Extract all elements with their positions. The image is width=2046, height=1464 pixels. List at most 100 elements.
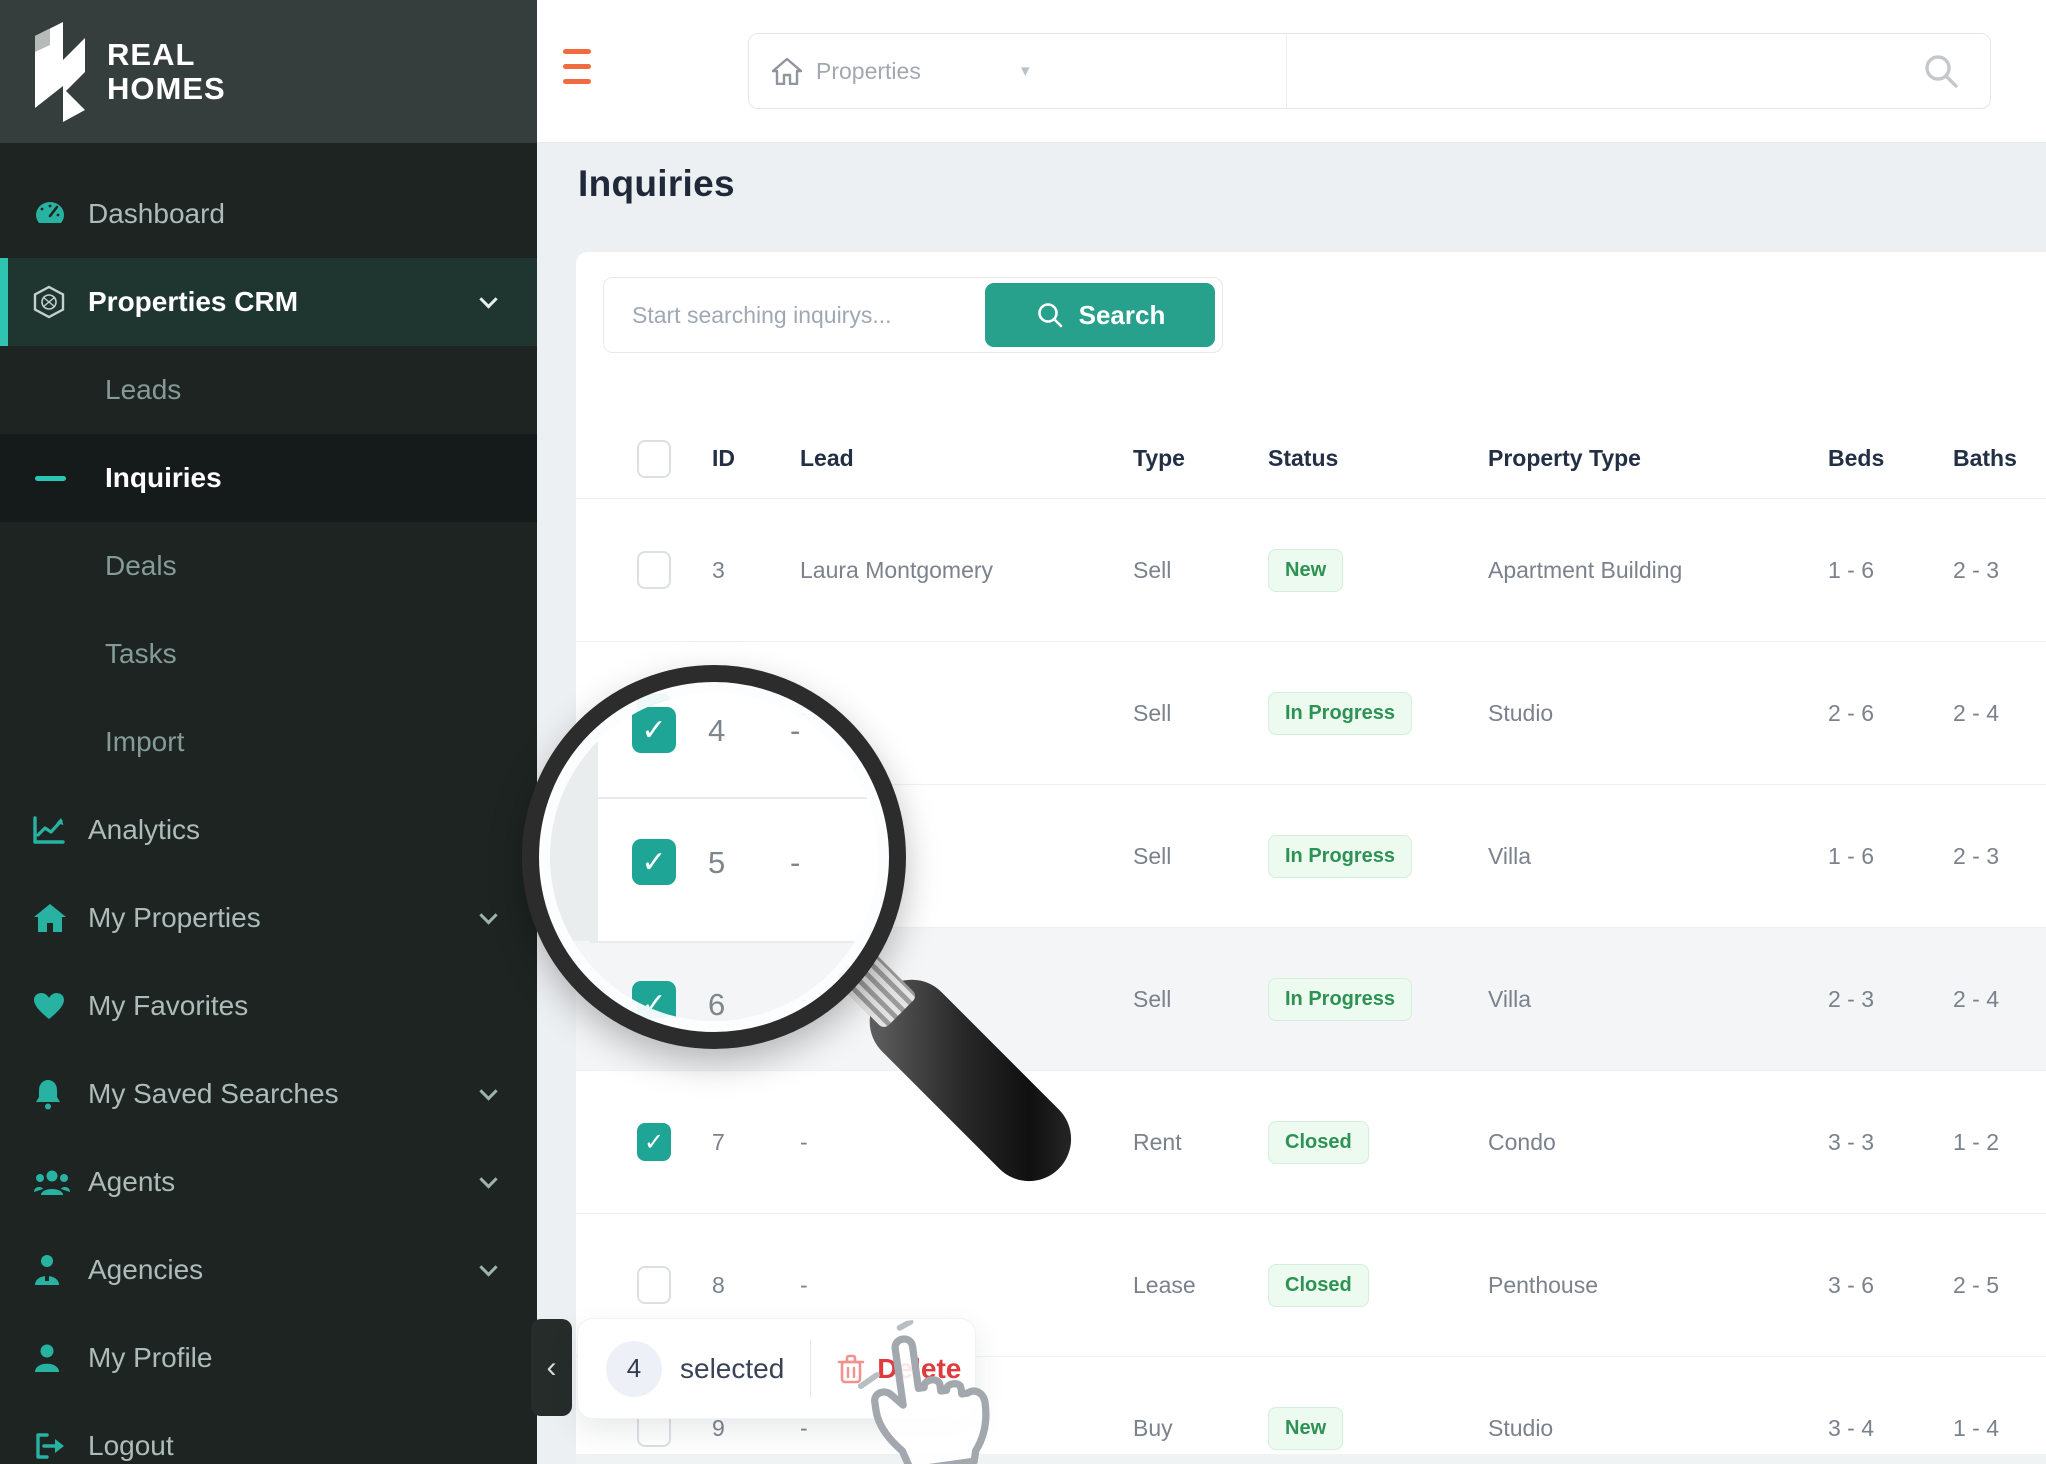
lens-row-checkbox-checked: ✓	[632, 981, 676, 1021]
selected-label: selected	[680, 1352, 785, 1384]
sidebar-item-my-properties[interactable]: My Properties	[0, 874, 537, 962]
cell-type: Sell	[1133, 699, 1172, 726]
cell-type: Lease	[1133, 1271, 1196, 1298]
sidebar-item-label: Agencies	[88, 1254, 204, 1285]
cell-type: Sell	[1133, 842, 1172, 869]
crm-icon	[33, 285, 88, 319]
sidebar-item-logout[interactable]: Logout	[0, 1402, 537, 1464]
sidebar-item-label: Dashboard	[88, 198, 225, 229]
cell-property-type: Villa	[1488, 842, 1532, 869]
lens-row-id: 6	[708, 987, 726, 1021]
inquiries-search-input[interactable]	[632, 278, 1012, 352]
status-badge: New	[1268, 548, 1344, 592]
sidebar-item-my-saved-searches[interactable]: My Saved Searches	[0, 1050, 537, 1138]
brand-name: REAL HOMES	[107, 36, 226, 106]
sidebar-item-leads[interactable]: Leads	[0, 346, 537, 434]
select-caret-icon: ▾	[1021, 61, 1030, 80]
column-header-property-type: Property Type	[1488, 445, 1641, 471]
sidebar-item-properties-crm[interactable]: Properties CRM	[0, 258, 537, 346]
row-checkbox[interactable]	[637, 1266, 671, 1304]
column-header-beds: Beds	[1828, 445, 1885, 471]
lens-row-lead: -	[790, 987, 801, 1021]
search-button[interactable]: Search	[985, 283, 1215, 347]
cell-id: 7	[712, 1128, 725, 1155]
sidebar-item-inquiries[interactable]: Inquiries	[0, 434, 537, 522]
active-item-dash-icon	[35, 476, 66, 481]
column-header-id: ID	[712, 445, 735, 471]
topbar-search-input[interactable]	[1299, 34, 1929, 108]
status-badge: In Progress	[1268, 691, 1413, 735]
sidebar-item-label: Logout	[88, 1430, 174, 1461]
sidebar-item-label: Properties CRM	[88, 286, 299, 317]
logout-icon	[33, 1432, 88, 1460]
collapse-chevron-icon: ‹	[546, 1350, 557, 1384]
dashboard-icon	[33, 199, 88, 229]
chevron-down-icon	[479, 906, 498, 925]
sidebar-item-label: Analytics	[88, 814, 201, 845]
sidebar-item-analytics[interactable]: Analytics	[0, 786, 537, 874]
lens-row-id: 4	[708, 713, 726, 748]
table-row: ✓ 7 - Rent Closed Condo 3 - 3 1 - 2	[576, 1071, 2046, 1214]
lens-magnified-row: ✓ 5 -	[550, 839, 878, 899]
magnifier-lens-view: ✓ 4 - ✓ 5 - ✓ 6 -	[550, 693, 878, 1021]
home-icon	[33, 903, 88, 933]
selection-bar-divider	[810, 1339, 812, 1398]
cell-property-type: Villa	[1488, 985, 1532, 1012]
column-header-lead: Lead	[800, 445, 854, 471]
logo-header[interactable]: REAL HOMES	[0, 0, 537, 143]
chevron-down-icon	[479, 1258, 498, 1277]
cell-baths: 1 - 2	[1953, 1128, 2000, 1155]
home-icon	[772, 57, 802, 85]
cell-beds: 3 - 4	[1828, 1414, 1875, 1441]
cell-id: 8	[712, 1271, 725, 1298]
cell-beds: 3 - 3	[1828, 1128, 1875, 1155]
card-footer-strip	[576, 1454, 2046, 1464]
cell-beds: 1 - 6	[1828, 556, 1875, 583]
sidebar-collapse-button[interactable]: ‹	[531, 1319, 572, 1416]
bell-icon	[33, 1078, 88, 1110]
row-checkbox-checked[interactable]: ✓	[637, 1123, 671, 1161]
cell-baths: 2 - 5	[1953, 1271, 2000, 1298]
sidebar-item-import[interactable]: Import	[0, 698, 537, 786]
sidebar-item-tasks[interactable]: Tasks	[0, 610, 537, 698]
cell-type: Sell	[1133, 985, 1172, 1012]
sidebar: REAL HOMES Dashboard Properties CRM Leads I…	[0, 0, 537, 1464]
lens-magnified-row: ✓ 6 -	[550, 981, 878, 1021]
sidebar-item-deals[interactable]: Deals	[0, 522, 537, 610]
status-badge: Closed	[1268, 1263, 1369, 1307]
topbar: Properties ▾	[537, 0, 2046, 143]
lens-row-lead: -	[790, 713, 801, 748]
select-all-checkbox[interactable]	[637, 439, 671, 478]
cell-type: Sell	[1133, 556, 1172, 583]
brand-line1: REAL	[107, 36, 196, 72]
cell-baths: 2 - 4	[1953, 699, 2000, 726]
cell-baths: 2 - 3	[1953, 842, 2000, 869]
status-badge: In Progress	[1268, 834, 1413, 878]
properties-select[interactable]: Properties ▾	[749, 34, 1286, 108]
cell-property-type: Condo	[1488, 1128, 1556, 1155]
hand-pointer-cursor-icon	[857, 1318, 990, 1464]
cell-property-type: Penthouse	[1488, 1271, 1598, 1298]
sidebar-item-agents[interactable]: Agents	[0, 1138, 537, 1226]
sidebar-item-my-favorites[interactable]: My Favorites	[0, 962, 537, 1050]
sidebar-item-agencies[interactable]: Agencies	[0, 1226, 537, 1314]
search-button-icon	[1037, 303, 1062, 328]
hamburger-menu-icon[interactable]	[563, 49, 591, 84]
cell-lead: -	[800, 1414, 808, 1441]
sidebar-item-my-profile[interactable]: My Profile	[0, 1314, 537, 1402]
profile-icon	[33, 1343, 88, 1373]
sidebar-item-label: My Saved Searches	[88, 1078, 339, 1109]
agency-icon	[33, 1254, 88, 1286]
sidebar-item-dashboard[interactable]: Dashboard	[0, 170, 537, 258]
table-row: 8 - Lease Closed Penthouse 3 - 6 2 - 5	[576, 1214, 2046, 1357]
lens-row-divider	[590, 797, 878, 799]
search-icon[interactable]	[1920, 50, 1962, 92]
cell-lead: -	[800, 1271, 808, 1298]
cell-lead: -	[800, 1128, 808, 1155]
cell-property-type: Apartment Building	[1488, 556, 1683, 583]
sidebar-item-label: My Properties	[88, 902, 261, 933]
row-checkbox[interactable]	[637, 551, 671, 589]
brand-line2: HOMES	[107, 70, 226, 106]
sidebar-nav: Dashboard Properties CRM Leads Inquiries Dea…	[0, 143, 537, 1464]
